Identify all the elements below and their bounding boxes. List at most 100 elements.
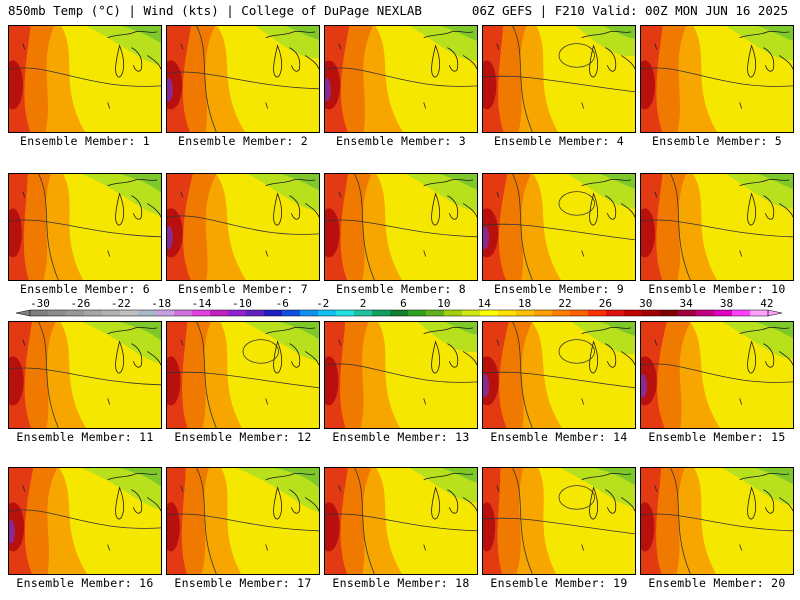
colorbar-swatch: [336, 310, 355, 316]
colorbar-tick-label: 2: [360, 297, 367, 310]
temperature-colorbar: -30 -26 -22 -18 -14 -10 -6 -2 2 6 10 14 18 22 26 30 34 38…: [15, 297, 783, 317]
colorbar-swatch: [498, 310, 517, 316]
member-label-16: Ensemble Member: 16: [16, 576, 154, 590]
map-title: 850mb Temp (°C) | Wind (kts) | College o…: [8, 3, 422, 18]
colorbar-swatch: [480, 310, 499, 316]
colorbar-tick-label: -2: [316, 297, 329, 310]
member-label-13: Ensemble Member: 13: [332, 430, 470, 444]
colorbar-swatch: [192, 310, 211, 316]
map-panel-member-10: [640, 173, 794, 281]
colorbar-swatch: [228, 310, 247, 316]
colorbar-swatch: [390, 310, 409, 316]
colorbar-tick-label: 30: [639, 297, 652, 310]
map-panel-member-19: [482, 467, 636, 575]
colorbar-swatch: [138, 310, 157, 316]
member-label-9: Ensemble Member: 9: [493, 282, 625, 296]
colorbar-swatch: [696, 310, 715, 316]
colorbar-swatch: [750, 310, 769, 316]
member-label-20: Ensemble Member: 20: [648, 576, 786, 590]
colorbar-tick-label: 38: [720, 297, 733, 310]
map-panel-member-13: [324, 321, 478, 429]
map-panel-member-2: [166, 25, 320, 133]
colorbar-max-arrow: [767, 309, 783, 317]
colorbar-swatch: [534, 310, 553, 316]
colorbar-tick-label: -6: [276, 297, 289, 310]
colorbar-min-arrow: [15, 309, 31, 317]
member-label-2: Ensemble Member: 2: [177, 134, 309, 148]
colorbar-tick-label: 34: [680, 297, 694, 310]
map-panel-member-8: [324, 173, 478, 281]
colorbar-swatch: [156, 310, 175, 316]
colorbar-swatch: [642, 310, 661, 316]
map-panel-member-5: [640, 25, 794, 133]
map-panel-member-18: [324, 467, 478, 575]
colorbar-tick-label: 10: [437, 297, 450, 310]
colorbar-swatch: [120, 310, 139, 316]
member-label-15: Ensemble Member: 15: [648, 430, 786, 444]
member-label-5: Ensemble Member: 5: [651, 134, 783, 148]
map-panel-member-4: [482, 25, 636, 133]
colorbar-swatch: [282, 310, 301, 316]
member-label-4: Ensemble Member: 4: [493, 134, 625, 148]
member-label-1: Ensemble Member: 1: [19, 134, 151, 148]
map-panel-member-14: [482, 321, 636, 429]
colorbar-tick-label: -26: [70, 297, 90, 310]
map-panel-member-11: [8, 321, 162, 429]
colorbar-swatch: [102, 310, 121, 316]
colorbar-swatch: [624, 310, 643, 316]
colorbar-tick-label: 14: [478, 297, 492, 310]
map-panel-member-6: [8, 173, 162, 281]
colorbar-tick-label: -22: [111, 297, 131, 310]
member-label-17: Ensemble Member: 17: [174, 576, 312, 590]
colorbar-swatch: [318, 310, 337, 316]
map-panel-member-16: [8, 467, 162, 575]
member-label-18: Ensemble Member: 18: [332, 576, 470, 590]
colorbar-tick-label: 26: [599, 297, 612, 310]
member-label-6: Ensemble Member: 6: [19, 282, 151, 296]
member-label-12: Ensemble Member: 12: [174, 430, 312, 444]
colorbar-swatch: [660, 310, 679, 316]
colorbar-swatch: [714, 310, 733, 316]
colorbar-swatch: [462, 310, 481, 316]
colorbar-tick-label: -10: [232, 297, 252, 310]
map-panel-member-15: [640, 321, 794, 429]
colorbar-tick-label: -18: [151, 297, 171, 310]
colorbar-tick-label: 6: [400, 297, 407, 310]
colorbar-swatch: [606, 310, 625, 316]
map-panel-member-20: [640, 467, 794, 575]
map-panel-member-1: [8, 25, 162, 133]
colorbar-tick-label: -14: [192, 297, 212, 310]
colorbar-swatch: [372, 310, 391, 316]
colorbar-swatch: [30, 310, 49, 316]
colorbar-swatch: [264, 310, 283, 316]
map-panel-member-12: [166, 321, 320, 429]
colorbar-tick-label: 18: [518, 297, 531, 310]
colorbar-swatch: [354, 310, 373, 316]
colorbar-tick-label: 22: [558, 297, 571, 310]
colorbar-swatch: [516, 310, 535, 316]
colorbar-swatch: [732, 310, 751, 316]
colorbar-swatch: [48, 310, 67, 316]
colorbar-swatch: [570, 310, 589, 316]
member-label-3: Ensemble Member: 3: [335, 134, 467, 148]
member-label-8: Ensemble Member: 8: [335, 282, 467, 296]
member-label-10: Ensemble Member: 10: [648, 282, 786, 296]
colorbar-swatch: [246, 310, 265, 316]
colorbar-swatch: [210, 310, 229, 316]
colorbar-tick-label: -30: [30, 297, 50, 310]
colorbar-tick-label: 42: [760, 297, 773, 310]
member-label-7: Ensemble Member: 7: [177, 282, 309, 296]
colorbar-swatch: [444, 310, 463, 316]
colorbar-swatch: [66, 310, 85, 316]
colorbar-swatch: [552, 310, 571, 316]
colorbar-swatch: [300, 310, 319, 316]
run-valid-time: 06Z GEFS | F210 Valid: 00Z MON JUN 16 20…: [471, 3, 788, 18]
member-label-11: Ensemble Member: 11: [16, 430, 154, 444]
map-panel-member-3: [324, 25, 478, 133]
map-panel-member-17: [166, 467, 320, 575]
colorbar-swatch: [408, 310, 427, 316]
colorbar-swatch: [588, 310, 607, 316]
member-label-19: Ensemble Member: 19: [490, 576, 628, 590]
map-panel-member-9: [482, 173, 636, 281]
member-label-14: Ensemble Member: 14: [490, 430, 628, 444]
